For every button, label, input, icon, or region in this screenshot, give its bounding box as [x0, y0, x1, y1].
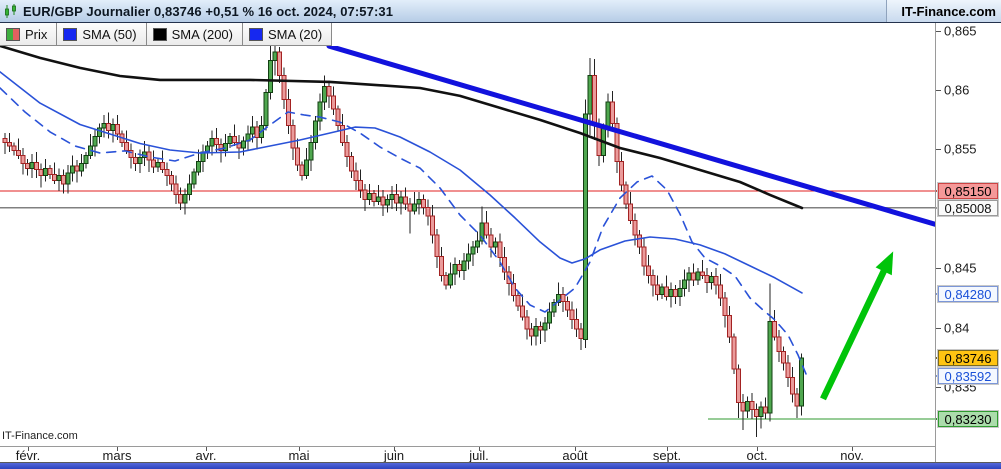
legend-item-sma-50[interactable]: SMA (50): [57, 23, 147, 46]
month-label-mai: mai: [288, 448, 310, 463]
month-tick: [852, 447, 853, 451]
candles: [2, 46, 804, 437]
projection-arrow-shaft[interactable]: [820, 266, 889, 401]
price-tick-label: 0,84: [944, 320, 970, 336]
price-tick-label: 0,845: [944, 260, 977, 276]
price-badge-0_83230: 0,83230: [938, 411, 998, 428]
brand-link[interactable]: IT-Finance.com: [886, 0, 1001, 22]
price-badge-0_84280: 0,84280: [938, 286, 998, 303]
month-label-oct: oct.: [746, 448, 768, 463]
price-tick: [936, 149, 941, 151]
badge-tick: [936, 418, 939, 421]
price-tick-label: 0,86: [944, 82, 970, 98]
legend-label: SMA (50): [82, 26, 137, 42]
legend-swatch-icon: [63, 27, 78, 41]
month-label-juil: juil.: [469, 448, 489, 463]
month-tick: [28, 447, 29, 451]
month-tick: [757, 447, 758, 451]
month-label-nov: nov.: [840, 448, 864, 463]
month-tick: [667, 447, 668, 451]
badge-tick: [936, 206, 939, 209]
month-tick: [117, 447, 118, 451]
legend-label: Prix: [25, 26, 48, 42]
price-tick: [936, 387, 941, 388]
badge-tick: [936, 189, 939, 192]
bottom-bar: [0, 462, 1001, 469]
sma-200-line[interactable]: [0, 46, 804, 210]
month-tick: [299, 447, 300, 451]
month-tick: [479, 447, 480, 451]
legend-row: Prix SMA (50) SMA (200) SMA (20): [0, 23, 333, 46]
legend-label: SMA (20): [268, 26, 323, 42]
month-tick: [575, 447, 576, 451]
time-axis[interactable]: févr. mars avr. mai juin juil. août sept. oct. no…: [0, 446, 935, 463]
badge-tick: [936, 375, 939, 378]
price-tick-label: 0,865: [944, 23, 977, 39]
legend-label: SMA (200): [171, 26, 233, 42]
month-label-juin: juin: [383, 448, 405, 463]
legend-item-sma-20[interactable]: SMA (20): [243, 23, 333, 46]
month-label-avr: avr.: [195, 448, 217, 463]
price-badge-0_85150: 0,85150: [938, 182, 998, 199]
title-bar: EUR/GBP Journalier 0,83746 +0,51 % 16 oc…: [0, 0, 1001, 23]
month-label-aot: août: [562, 448, 588, 463]
price-tick: [936, 268, 941, 270]
projection-arrow-head[interactable]: [875, 251, 894, 276]
legend-item-sma-200[interactable]: SMA (200): [146, 23, 243, 46]
legend-swatch-icon: [249, 27, 263, 41]
price-badge-0_85008: 0,85008: [938, 199, 998, 216]
month-label-sept: sept.: [652, 448, 682, 463]
price-tick: [936, 327, 941, 329]
sma-50-line[interactable]: [0, 71, 803, 294]
badge-tick: [936, 356, 939, 359]
legend-swatch-icon: [6, 27, 20, 41]
legend-swatch-icon: [152, 27, 167, 41]
month-tick: [394, 447, 395, 451]
price-badge-0_83746: 0,83746: [938, 349, 998, 366]
price-plot[interactable]: [0, 46, 935, 446]
trendline-resistance[interactable]: [326, 46, 935, 227]
price-tick: [936, 90, 941, 91]
price-badge-0_83592: 0,83592: [938, 368, 998, 385]
sma-20-line[interactable]: [0, 87, 807, 375]
price-tick-label: 0,855: [944, 141, 977, 157]
month-label-mars: mars: [102, 448, 132, 463]
price-tick: [936, 30, 941, 32]
watermark: IT-Finance.com: [2, 430, 78, 442]
chart-canvas[interactable]: [0, 46, 935, 446]
badge-tick: [936, 293, 939, 296]
month-label-fvr: févr.: [15, 448, 41, 463]
month-tick: [206, 447, 207, 451]
legend-item-prix[interactable]: Prix: [0, 23, 58, 46]
candlestick-icon: [5, 3, 16, 18]
price-axis[interactable]: 0,865 0,86 0,855 0,845 0,84 0,835 0,85150 0,850…: [935, 23, 1001, 462]
page-title: EUR/GBP Journalier 0,83746 +0,51 % 16 oc…: [23, 3, 394, 19]
